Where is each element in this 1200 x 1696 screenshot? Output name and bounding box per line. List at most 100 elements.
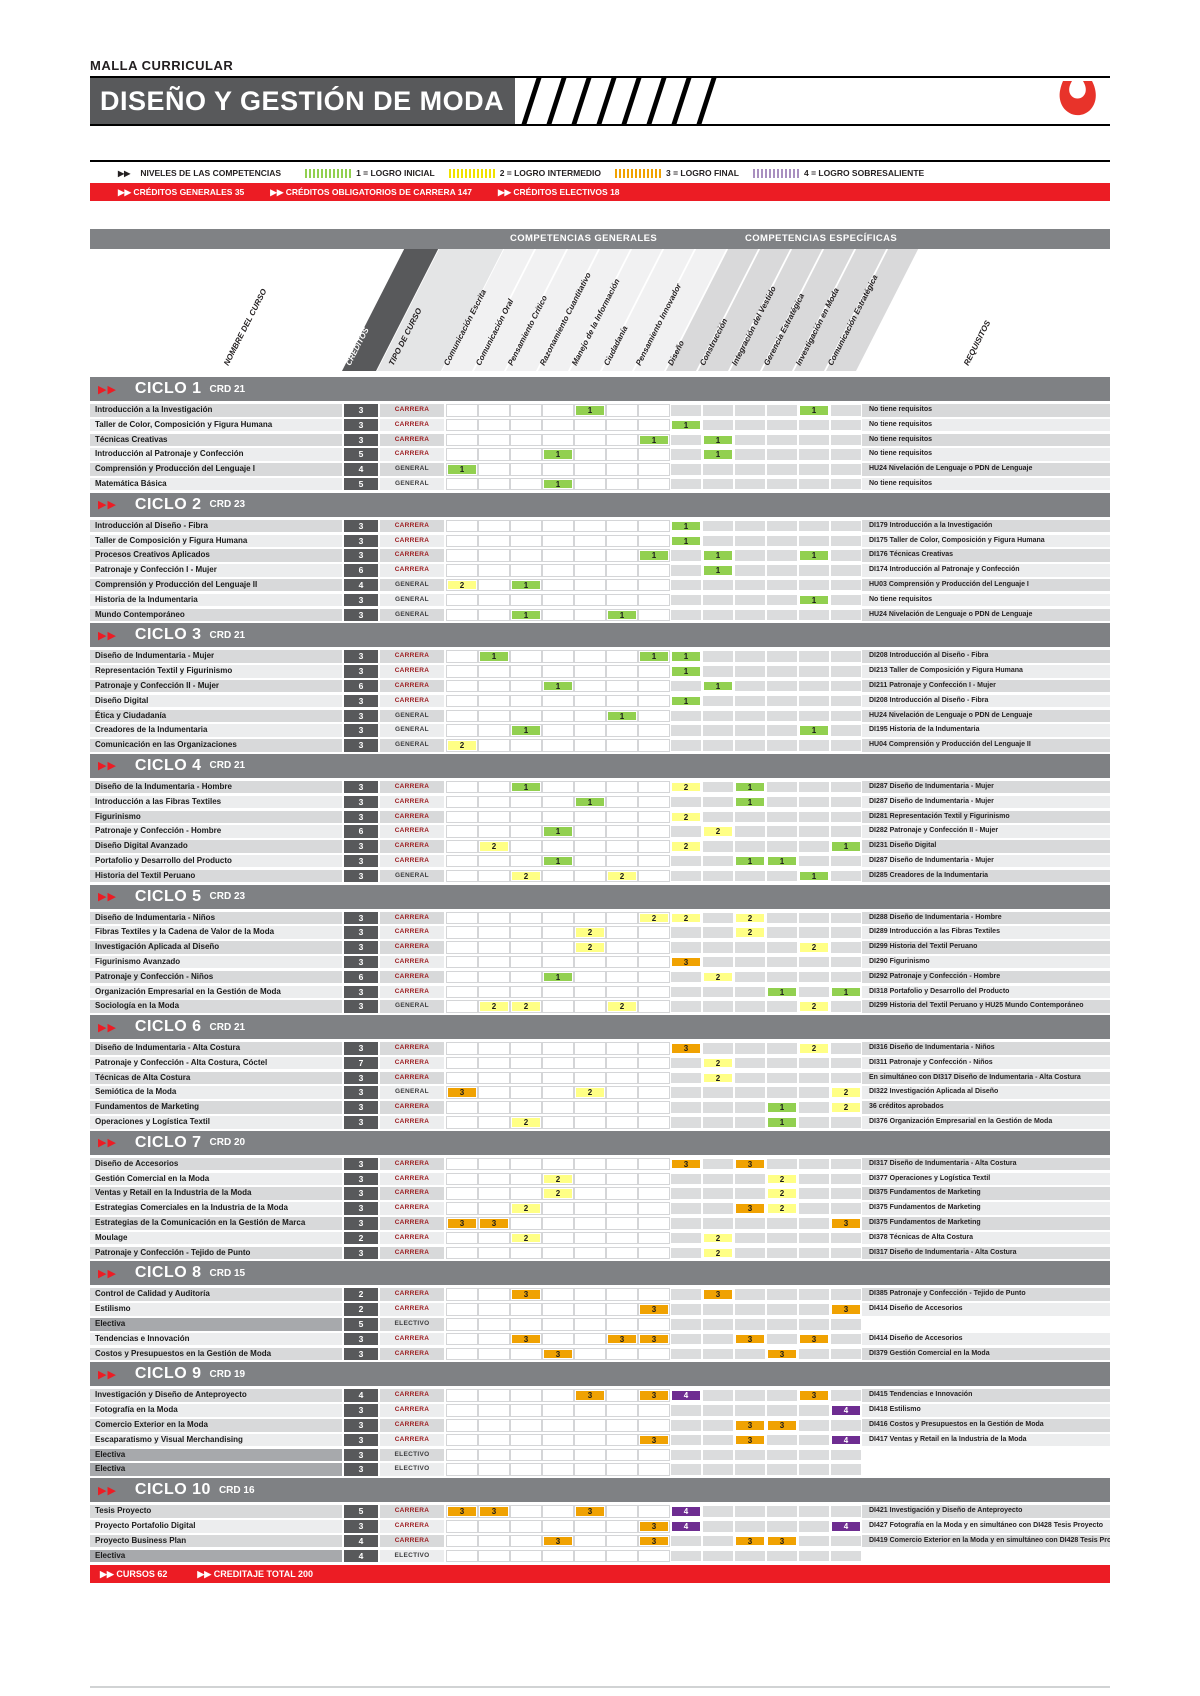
competency-cell: [830, 433, 862, 447]
competency-cell: [574, 448, 606, 461]
competency-cell: 1: [830, 840, 862, 853]
competency-cell: [830, 780, 862, 794]
competency-cell: [734, 404, 766, 417]
course-type: CARRERA: [380, 1172, 444, 1186]
competency-cell: [510, 1549, 542, 1563]
level-marker: 4: [671, 1506, 701, 1517]
level-marker: 2: [607, 1001, 637, 1012]
competency-cell: [446, 1520, 478, 1533]
competency-cell: [574, 593, 606, 607]
competency-cell: [670, 1303, 702, 1316]
competency-cell: [542, 578, 574, 592]
course-name: Figurinismo: [90, 810, 342, 824]
competency-cell: [766, 739, 798, 752]
credit-bar-item: ▶▶ CRÉDITOS GENERALES 35: [118, 186, 245, 197]
course-row: Ventas y Retail en la Industria de la Mo…: [90, 1187, 1110, 1200]
competency-cell: [478, 1318, 510, 1331]
competency-cell: [478, 1157, 510, 1171]
course-requisito: DI418 Estilismo: [862, 1404, 1110, 1417]
competency-cell: [510, 1086, 542, 1099]
level-marker: 3: [511, 1289, 541, 1300]
competency-cell: [702, 1419, 734, 1432]
competency-cell: [702, 926, 734, 939]
competency-cell: 1: [702, 679, 734, 693]
competency-cell: [542, 810, 574, 824]
competency-cell: [670, 578, 702, 592]
competency-cell: [638, 985, 670, 998]
competency-cell: [574, 1042, 606, 1055]
course-credits: 5: [344, 1318, 378, 1331]
competency-cell: [830, 1042, 862, 1055]
level-marker: 1: [767, 1102, 797, 1113]
competency-cell: [702, 1217, 734, 1230]
cycle-label: CICLO 1: [134, 380, 202, 397]
competency-cell: 1: [478, 650, 510, 663]
level-marker: 2: [767, 1203, 797, 1214]
competency-cell: [606, 1318, 638, 1331]
competency-cell: [510, 840, 542, 853]
competency-cell: [670, 1101, 702, 1114]
competency-cell: [606, 1246, 638, 1260]
competency-cell: [830, 404, 862, 417]
competency-cell: [510, 739, 542, 752]
course-row: Semiótica de la Moda 3 GENERAL 3 2 2 DI322 Inv…: [90, 1086, 1110, 1099]
course-credits: 3: [344, 780, 378, 794]
competency-cell: [446, 593, 478, 607]
competency-cell: [606, 1419, 638, 1432]
competency-cell: [446, 1071, 478, 1085]
competency-cell: [542, 1101, 574, 1114]
competency-cell: 2: [574, 941, 606, 954]
course-type: CARRERA: [380, 780, 444, 794]
competency-cell: [478, 477, 510, 491]
legend-items: 1 = LOGRO INICIAL 2 = LOGRO INTERMEDIO 3 =…: [291, 168, 924, 178]
competency-cell: 2: [478, 1000, 510, 1013]
competency-cell: [574, 911, 606, 925]
cycle-credits: CRD 15: [209, 1267, 246, 1279]
competency-cell: [574, 1056, 606, 1070]
course-row: Patronaje y Confección - Hombre 6 CARRERA 1…: [90, 825, 1110, 838]
competency-cell: 1: [734, 780, 766, 794]
competency-cell: [702, 1303, 734, 1316]
competency-cell: [830, 1000, 862, 1013]
competency-cell: [766, 534, 798, 548]
competency-cell: [574, 724, 606, 737]
cycle-credits: CRD 21: [209, 383, 246, 395]
course-requisito: DI385 Patronaje y Confección - Tejido de…: [862, 1288, 1110, 1301]
competency-cell: [702, 578, 734, 592]
course-row: Electiva 4 ELECTIVO: [90, 1549, 1110, 1563]
course-credits: 3: [344, 1448, 378, 1462]
competency-cell: [766, 1404, 798, 1417]
course-type: CARRERA: [380, 1071, 444, 1085]
competency-cell: 2: [798, 1042, 830, 1055]
competency-cell: [638, 1187, 670, 1200]
course-type: GENERAL: [380, 869, 444, 883]
course-name: Investigación y Diseño de Anteproyecto: [90, 1389, 342, 1402]
course-type: CARRERA: [380, 985, 444, 998]
course-name: Moulage: [90, 1231, 342, 1245]
competency-cell: [766, 1217, 798, 1230]
level-marker: 1: [671, 419, 701, 431]
competency-cell: [510, 404, 542, 417]
competency-cell: 2: [766, 1187, 798, 1200]
course-row: Tesis Proyecto 5 CARRERA 3 3 3 4 DI421 Investig…: [90, 1505, 1110, 1518]
competency-cell: [446, 1549, 478, 1563]
competency-cell: [638, 418, 670, 432]
competency-cell: 2: [510, 1202, 542, 1215]
course-type: CARRERA: [380, 941, 444, 954]
legend-level-label: 3 = LOGRO FINAL: [666, 168, 739, 178]
competency-cell: 1: [670, 650, 702, 663]
competency-cell: 3: [638, 1332, 670, 1346]
course-requisito: [862, 1463, 1110, 1476]
level-marker: 1: [575, 405, 605, 416]
competency-cell: [798, 1448, 830, 1462]
competency-cell: [606, 418, 638, 432]
course-type: GENERAL: [380, 608, 444, 622]
level-marker: 1: [511, 609, 541, 621]
level-marker: 3: [543, 1535, 573, 1547]
competency-cell: [638, 840, 670, 853]
competency-cell: [446, 926, 478, 939]
competency-cell: [702, 1448, 734, 1462]
cycle-credits: CRD 21: [209, 760, 246, 772]
competency-cell: [446, 433, 478, 447]
course-type: CARRERA: [380, 433, 444, 447]
